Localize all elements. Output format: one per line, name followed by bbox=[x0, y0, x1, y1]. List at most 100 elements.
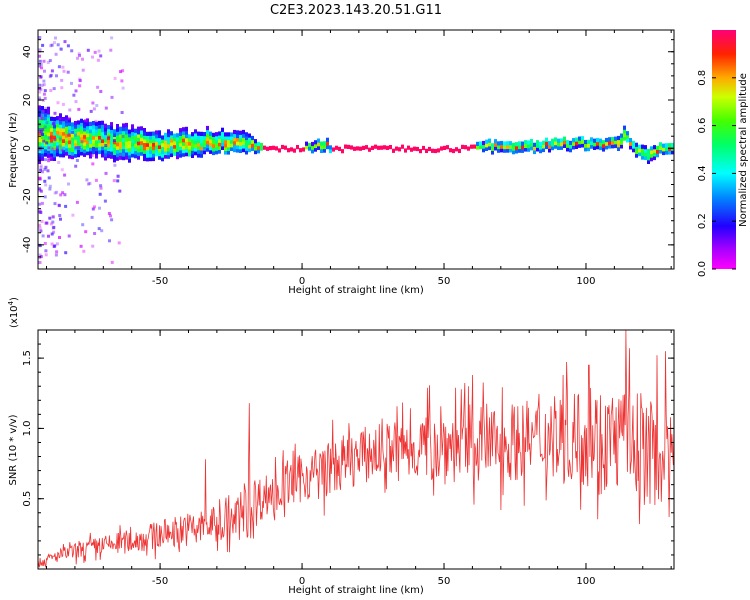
heatmap-cell bbox=[230, 143, 233, 148]
heatmap-cell bbox=[59, 131, 62, 136]
heatmap-cell bbox=[224, 136, 227, 141]
heatmap-cell bbox=[86, 118, 89, 123]
heatmap-cell bbox=[83, 120, 86, 125]
heatmap-noise bbox=[99, 54, 103, 58]
heatmap-cell bbox=[224, 150, 227, 155]
heatmap-cell bbox=[77, 127, 80, 132]
heatmap-noise bbox=[56, 101, 60, 105]
heatmap-noise bbox=[41, 133, 44, 136]
heatmap-cell bbox=[107, 143, 110, 148]
heatmap-cell bbox=[599, 145, 602, 151]
heatmap-cell bbox=[203, 135, 206, 140]
heatmap-noise bbox=[39, 164, 43, 168]
heatmap-cell bbox=[77, 131, 80, 136]
heatmap-noise bbox=[74, 146, 78, 149]
heatmap-noise bbox=[91, 162, 95, 166]
heatmap-cell bbox=[119, 130, 122, 135]
heatmap-cell bbox=[200, 149, 203, 155]
heatmap-cell bbox=[188, 134, 191, 139]
heatmap-noise bbox=[108, 239, 111, 243]
heatmap-noise bbox=[89, 123, 93, 127]
heatmap-cell bbox=[608, 140, 611, 145]
heatmap-cell bbox=[71, 151, 74, 156]
heatmap-cell bbox=[659, 149, 662, 154]
heatmap-cell bbox=[212, 140, 215, 145]
figure-title: C2E3.2023.143.20.51.G11 bbox=[270, 3, 442, 18]
heatmap-noise bbox=[59, 217, 62, 221]
heatmap-cell bbox=[107, 125, 110, 130]
heatmap-noise bbox=[60, 86, 64, 90]
heatmap-cell bbox=[182, 141, 185, 146]
heatmap-noise bbox=[110, 36, 114, 40]
heatmap-cell bbox=[497, 148, 500, 153]
heatmap-noise bbox=[38, 123, 42, 127]
heatmap-cell bbox=[467, 146, 470, 151]
heatmap-cell bbox=[218, 131, 221, 136]
heatmap-cell bbox=[98, 131, 101, 136]
heatmap-cell bbox=[392, 148, 395, 153]
heatmap-cell bbox=[101, 153, 104, 158]
heatmap-cell bbox=[485, 139, 488, 144]
heatmap-cell bbox=[521, 145, 524, 150]
heatmap-cell bbox=[632, 148, 635, 153]
heatmap-cell bbox=[206, 147, 209, 152]
heatmap-cell bbox=[56, 119, 59, 124]
heatmap-noise bbox=[81, 68, 85, 72]
heatmap-cell bbox=[287, 148, 290, 153]
heatmap-cell bbox=[515, 149, 518, 154]
heatmap-cell bbox=[152, 138, 155, 143]
heatmap-cell bbox=[131, 131, 134, 136]
y-tick-label: 0 bbox=[22, 145, 33, 151]
heatmap-cell bbox=[560, 142, 563, 147]
x-tick-label: -50 bbox=[152, 576, 168, 587]
heatmap-noise bbox=[97, 49, 101, 53]
heatmap-cell bbox=[212, 136, 215, 141]
heatmap-cell bbox=[95, 154, 98, 159]
heatmap-cell bbox=[62, 153, 65, 158]
heatmap-cell bbox=[257, 145, 260, 150]
heatmap-cell bbox=[563, 140, 566, 145]
heatmap-noise bbox=[100, 229, 104, 233]
heatmap-cell bbox=[512, 142, 515, 147]
heatmap-noise bbox=[57, 203, 61, 207]
heatmap-cell bbox=[335, 145, 338, 150]
heatmap-cell bbox=[116, 127, 119, 132]
heatmap-cell bbox=[38, 141, 41, 146]
heatmap-cell bbox=[143, 142, 146, 147]
heatmap-noise bbox=[92, 107, 96, 111]
heatmap-cell bbox=[176, 155, 179, 160]
x-tick-label: 100 bbox=[576, 276, 595, 287]
heatmap-cell bbox=[65, 118, 68, 124]
heatmap-cell bbox=[182, 138, 185, 143]
heatmap-cell bbox=[443, 145, 446, 150]
heatmap-cell bbox=[410, 147, 413, 152]
heatmap-noise bbox=[38, 64, 42, 68]
heatmap-cell bbox=[254, 150, 257, 155]
heatmap-cell bbox=[104, 131, 107, 136]
heatmap-cell bbox=[194, 136, 197, 141]
heatmap-cell bbox=[575, 141, 578, 146]
colorbar: 0.0 0.2 0.4 0.6 0.8 Normalized spectral ampl… bbox=[697, 30, 749, 277]
snr-series-line bbox=[38, 330, 674, 568]
heatmap-noise bbox=[75, 200, 79, 204]
heatmap-cell bbox=[323, 148, 326, 153]
heatmap-cell bbox=[668, 143, 671, 148]
heatmap-cell bbox=[515, 145, 518, 150]
heatmap-cell bbox=[152, 135, 155, 140]
heatmap-cell bbox=[473, 144, 476, 149]
heatmap-cell bbox=[245, 139, 248, 144]
heatmap-cell bbox=[224, 143, 227, 148]
heatmap-cell bbox=[80, 144, 83, 149]
heatmap-noise bbox=[41, 170, 44, 174]
heatmap-noise bbox=[49, 156, 53, 160]
heatmap-cell bbox=[206, 144, 209, 149]
heatmap-cell bbox=[584, 147, 587, 152]
heatmap-cell bbox=[143, 156, 146, 162]
heatmap-cell bbox=[248, 148, 251, 153]
heatmap-cell bbox=[155, 141, 158, 146]
heatmap-cell bbox=[251, 146, 254, 151]
heatmap-noise bbox=[113, 163, 117, 167]
heatmap-noise bbox=[42, 79, 46, 83]
heatmap-cell bbox=[68, 140, 71, 145]
heatmap-cell bbox=[257, 149, 260, 154]
